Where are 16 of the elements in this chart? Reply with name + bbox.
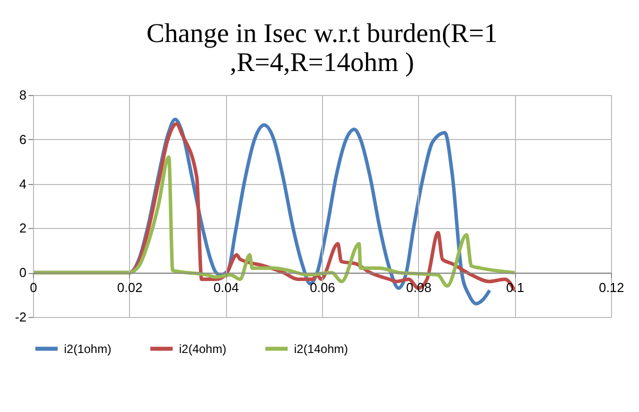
legend-label: i2(14ohm) (294, 342, 348, 356)
y-tick-label: 4 (19, 176, 26, 192)
y-tick-label: -2 (14, 310, 26, 324)
x-tick-label: 0.08 (406, 280, 432, 296)
x-tick-label: 0.12 (598, 280, 624, 296)
x-tick-label: 0.02 (117, 280, 142, 296)
x-tick-label: 0.06 (310, 280, 336, 296)
y-tick-label: 2 (19, 220, 26, 236)
y-tick-label: 0 (19, 265, 26, 280)
x-tick-label: 0 (30, 280, 38, 296)
y-tick-label: 6 (19, 132, 26, 147)
y-tick-label: 8 (19, 88, 26, 102)
x-tick-label: 0.04 (214, 280, 239, 296)
legend-label: i2(1ohm) (64, 342, 112, 356)
chart-title: Change in Isec w.r.t burden(R=1 ,R=4,R=14ohm ) (146, 18, 498, 77)
legend-label: i2(4ohm) (179, 342, 226, 356)
